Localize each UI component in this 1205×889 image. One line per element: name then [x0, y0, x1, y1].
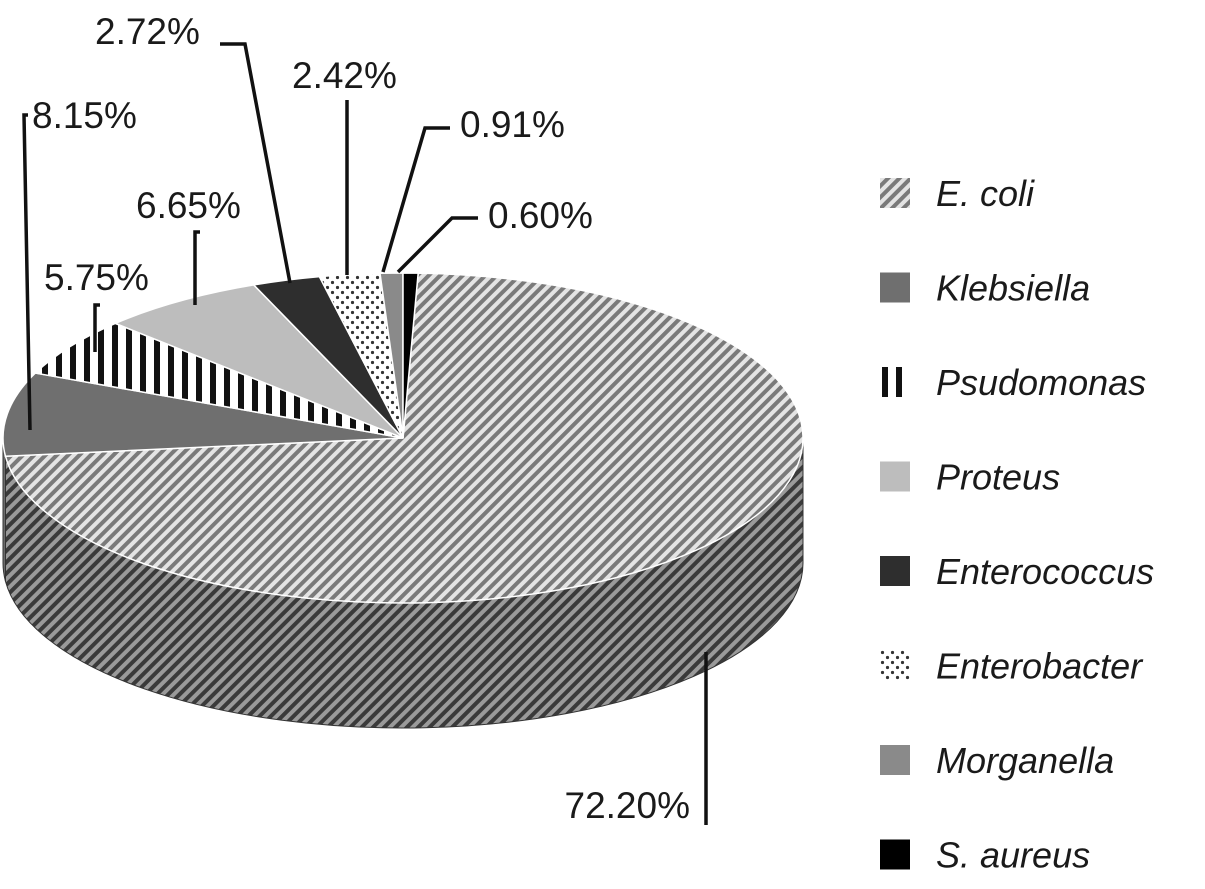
data-label-2: 5.75%: [44, 257, 149, 298]
data-label-6: 0.91%: [460, 104, 565, 145]
pie-slice-0: [4, 272, 804, 604]
legend-label-1: Klebsiella: [936, 268, 1090, 309]
pie-top-layer: [2, 272, 804, 604]
data-label-3: 6.65%: [136, 185, 241, 226]
legend-label-0: E. coli: [936, 173, 1035, 214]
pie-slice-2: [33, 322, 404, 439]
legend-label-2: Psudomonas: [936, 362, 1146, 403]
pie-side-1: [2, 437, 6, 582]
legend-swatch-4: [880, 556, 910, 586]
leader-line-7: [396, 216, 478, 274]
pie-slice-3: [113, 284, 404, 439]
data-label-5: 2.42%: [292, 55, 397, 96]
data-label-1: 8.15%: [32, 95, 137, 136]
leader-line-1: [22, 113, 32, 431]
leader-line-6: [381, 126, 450, 273]
legend-swatch-2: [880, 367, 910, 397]
data-labels: 72.20% 8.15% 5.75% 6.65% 2.72% 2.42% 0.91% 0.60…: [32, 11, 690, 826]
data-label-4: 2.72%: [95, 11, 200, 52]
legend-label-3: Proteus: [936, 457, 1060, 498]
data-label-7: 0.60%: [488, 195, 593, 236]
pie-slice-7: [402, 272, 419, 439]
legend-swatch-0: [880, 178, 910, 208]
legend-swatch-7: [880, 839, 910, 870]
legend-swatch-1: [880, 272, 910, 303]
legend-label-5: Enterobacter: [936, 646, 1144, 687]
leader-lines: [22, 42, 708, 825]
legend-label-7: S. aureus: [936, 835, 1090, 876]
legend-label-6: Morganella: [936, 740, 1114, 781]
leader-line-4: [220, 42, 292, 284]
leader-line-2: [93, 303, 100, 352]
leader-line-3: [193, 230, 200, 305]
legend-label-4: Enterococcus: [936, 551, 1154, 592]
legend-swatch-6: [880, 745, 910, 775]
legend: E. coli Klebsiella Psudomonas Proteus Entero…: [880, 173, 1154, 876]
legend-swatch-3: [880, 461, 910, 492]
data-label-0: 72.20%: [565, 785, 691, 826]
legend-swatch-5: [880, 650, 910, 681]
